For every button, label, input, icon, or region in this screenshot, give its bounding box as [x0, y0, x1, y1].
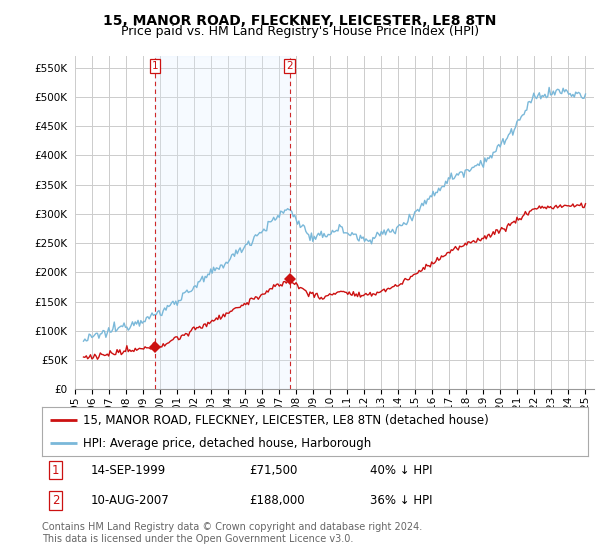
Text: 15, MANOR ROAD, FLECKNEY, LEICESTER, LE8 8TN (detached house): 15, MANOR ROAD, FLECKNEY, LEICESTER, LE8…	[83, 414, 488, 427]
Bar	[155, 56, 290, 389]
Text: Contains HM Land Registry data © Crown copyright and database right 2024.
This d: Contains HM Land Registry data © Crown c…	[42, 522, 422, 544]
Text: Price paid vs. HM Land Registry's House Price Index (HPI): Price paid vs. HM Land Registry's House …	[121, 25, 479, 38]
Text: 2: 2	[52, 494, 59, 507]
Text: £188,000: £188,000	[250, 494, 305, 507]
Text: 15, MANOR ROAD, FLECKNEY, LEICESTER, LE8 8TN: 15, MANOR ROAD, FLECKNEY, LEICESTER, LE8…	[103, 14, 497, 28]
Text: 1: 1	[52, 464, 59, 477]
Text: 14-SEP-1999: 14-SEP-1999	[91, 464, 166, 477]
Text: 10-AUG-2007: 10-AUG-2007	[91, 494, 170, 507]
Text: 1: 1	[152, 61, 158, 71]
Text: 36% ↓ HPI: 36% ↓ HPI	[370, 494, 432, 507]
Text: 40% ↓ HPI: 40% ↓ HPI	[370, 464, 432, 477]
Text: HPI: Average price, detached house, Harborough: HPI: Average price, detached house, Harb…	[83, 437, 371, 450]
Text: £71,500: £71,500	[250, 464, 298, 477]
Text: 2: 2	[286, 61, 293, 71]
